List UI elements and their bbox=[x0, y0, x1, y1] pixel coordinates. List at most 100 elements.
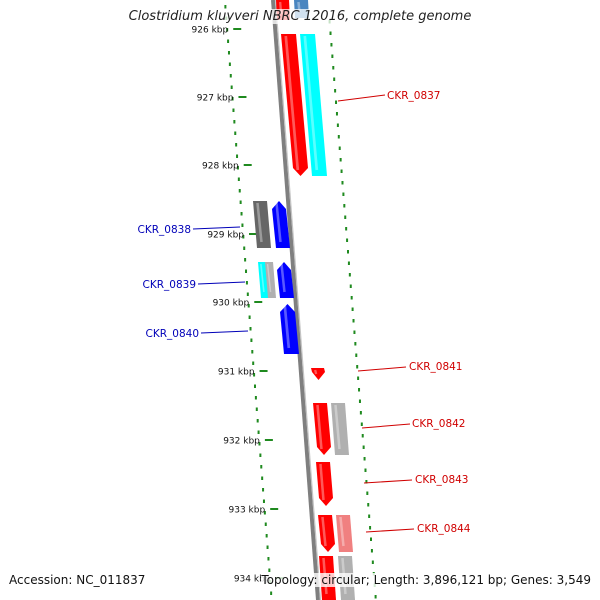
outer-ring-dot bbox=[357, 376, 360, 380]
tick-dot bbox=[242, 235, 245, 239]
gene-block-ckr-0837[interactable] bbox=[281, 34, 308, 176]
tick-dot bbox=[245, 269, 248, 273]
cds-block-ckr-0844-shade bbox=[339, 516, 345, 547]
gene-block-ckr-0842-shade bbox=[316, 404, 323, 450]
outer-ring-dot bbox=[354, 342, 357, 346]
tick-dot bbox=[254, 396, 257, 400]
tick-dot bbox=[253, 384, 256, 388]
tick-dot bbox=[262, 499, 265, 503]
genome-backbone bbox=[271, 0, 320, 600]
gene-label-ckr-0838[interactable]: CKR_0838 bbox=[138, 224, 191, 236]
outer-ring-dot bbox=[329, 31, 332, 35]
outer-ring-dot bbox=[362, 445, 365, 449]
tick-dot bbox=[265, 534, 268, 538]
tick-dot bbox=[266, 545, 269, 549]
gene-label-ckr-0837[interactable]: CKR_0837 bbox=[387, 90, 440, 102]
gene-label-ckr-0840[interactable]: CKR_0840 bbox=[146, 328, 199, 340]
tick-dot bbox=[245, 281, 248, 285]
gene-label-ckr-0839[interactable]: CKR_0839 bbox=[143, 279, 196, 291]
tick-dot bbox=[235, 143, 238, 147]
tick-dot bbox=[228, 62, 231, 66]
outer-ring-dot bbox=[338, 146, 341, 150]
outer-ring-dot bbox=[342, 192, 345, 196]
gene-label-leader bbox=[361, 423, 411, 429]
cds-block-ckr-0839-shade bbox=[280, 263, 286, 293]
outer-ring-dot bbox=[366, 491, 369, 495]
tick-dot bbox=[256, 419, 259, 423]
outer-ring-dot bbox=[337, 135, 340, 139]
genome-title: Clostridium kluyveri NBRC 12016, complet… bbox=[0, 9, 600, 24]
tick-dot bbox=[267, 557, 270, 561]
outer-ring-dot bbox=[348, 273, 351, 277]
outer-ring-dot bbox=[335, 112, 338, 116]
gene-block-ckr-0842[interactable] bbox=[313, 403, 331, 455]
tick-dot bbox=[240, 212, 243, 216]
cds-block-ckr-0842[interactable] bbox=[331, 403, 349, 455]
cds-block-ckr-0844[interactable] bbox=[336, 515, 353, 552]
tick-dot bbox=[257, 430, 260, 434]
tick-dot bbox=[246, 292, 249, 296]
outer-ring-dot bbox=[343, 204, 346, 208]
tick-dot bbox=[264, 522, 267, 526]
gene-label-leader bbox=[200, 330, 249, 334]
outer-ring-dot bbox=[371, 560, 374, 564]
gene-block-ckr-0839-b[interactable] bbox=[265, 262, 276, 298]
kbp-tick-label: 932 kbp bbox=[223, 437, 260, 447]
gene-block-ckr-0837-shade bbox=[284, 35, 300, 171]
outer-ring-dot bbox=[374, 595, 377, 599]
outer-ring-dot bbox=[334, 89, 337, 93]
outer-ring-dot bbox=[369, 526, 372, 530]
tick-dot bbox=[232, 108, 235, 112]
gene-block-ckr-0841[interactable] bbox=[311, 368, 325, 380]
gene-block-ckr-0844[interactable] bbox=[318, 515, 335, 552]
cds-block-ckr-0840[interactable] bbox=[280, 304, 299, 354]
cds-block-ckr-0840-shade bbox=[283, 305, 291, 349]
tick-dot bbox=[251, 350, 254, 354]
outer-ring-dot bbox=[358, 388, 361, 392]
gene-block-ckr-0841-shade bbox=[314, 369, 318, 375]
gene-label-ckr-0843[interactable]: CKR_0843 bbox=[415, 474, 468, 486]
tick-dot bbox=[248, 315, 251, 319]
gene-label-ckr-0841[interactable]: CKR_0841 bbox=[409, 361, 462, 373]
gene-label-leader bbox=[337, 94, 386, 102]
gene-block-ckr-0843[interactable] bbox=[316, 462, 333, 506]
tick-dot bbox=[270, 591, 273, 595]
accession-text: Accession: NC_011837 bbox=[9, 573, 146, 587]
tick-dot bbox=[226, 28, 229, 32]
tick-dot bbox=[233, 120, 236, 124]
gene-label-ckr-0842[interactable]: CKR_0842 bbox=[412, 418, 465, 430]
outer-ring-dot bbox=[349, 284, 352, 288]
backbone-highlight bbox=[274, 0, 322, 600]
gene-block-ckr-0838-shade bbox=[256, 202, 263, 243]
tick-dot bbox=[227, 51, 230, 55]
tick-dot bbox=[255, 407, 258, 411]
outer-ring-dot bbox=[345, 227, 348, 231]
tick-dot bbox=[237, 177, 240, 181]
outer-ring-dot bbox=[347, 261, 350, 265]
outer-ring-dot bbox=[356, 365, 359, 369]
outer-ring-dot bbox=[368, 514, 371, 518]
gene-label-ckr-0844[interactable]: CKR_0844 bbox=[417, 523, 471, 535]
outer-ring-dot bbox=[351, 307, 354, 311]
outer-ring-dot bbox=[346, 238, 349, 242]
gene-block-ckr-0838[interactable] bbox=[253, 201, 271, 248]
gene-block-ckr-0839-b-shade bbox=[266, 263, 272, 293]
tick-dot bbox=[238, 189, 241, 193]
outer-ring-dot bbox=[364, 468, 367, 472]
outer-ring-dot bbox=[363, 457, 366, 461]
cds-block-ckr-0837[interactable] bbox=[300, 34, 327, 176]
gene-block-ckr-0839-shade bbox=[260, 263, 265, 293]
genome-summary-text: Topology: circular; Length: 3,896,121 bp… bbox=[261, 573, 591, 587]
outer-ring-dot bbox=[330, 43, 333, 47]
tick-dot bbox=[262, 488, 265, 492]
outer-ring-dot bbox=[361, 434, 364, 438]
gene-label-leader bbox=[197, 281, 246, 285]
gene-label-leader bbox=[192, 226, 241, 230]
tick-dot bbox=[247, 304, 250, 308]
cds-block-ckr-0838[interactable] bbox=[272, 201, 290, 248]
tick-dot bbox=[253, 373, 256, 377]
outer-ring-dot bbox=[335, 100, 338, 104]
cds-block-ckr-0839[interactable] bbox=[277, 262, 294, 298]
